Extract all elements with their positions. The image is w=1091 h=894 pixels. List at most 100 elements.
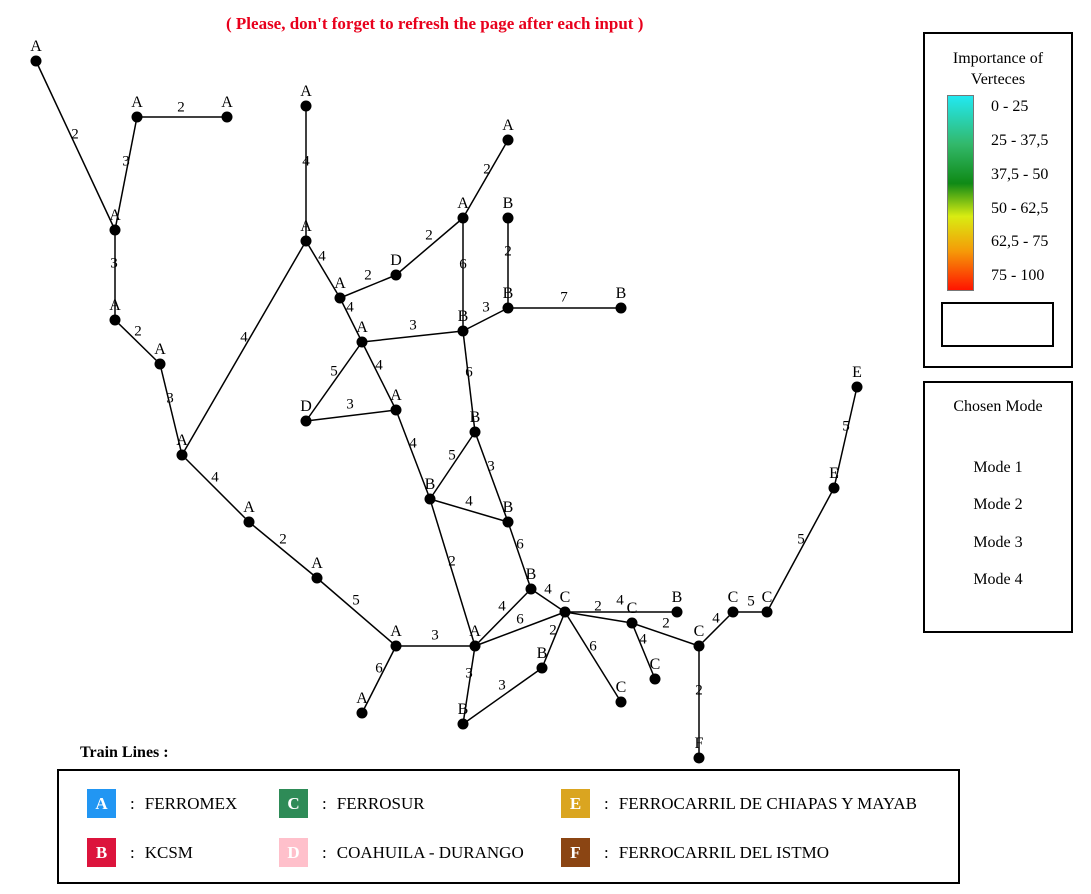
mode-title: Chosen Mode [953,398,1043,415]
edge-n38-n39 [698,611,734,647]
vertex-n14[interactable] [469,640,481,652]
vertex-n40[interactable] [761,606,773,618]
vertex-label: A [469,623,481,640]
vertex-n3[interactable] [221,111,233,123]
mode-1-option[interactable]: Mode 1 [973,459,1023,476]
edge-weight-label: 5 [448,447,456,463]
importance-title: Importance of Verteces [952,50,1044,88]
vertex-n36[interactable] [649,673,661,685]
vertex-n17[interactable] [457,212,469,224]
vertex-label: A [176,432,188,449]
vertex-n11[interactable] [311,572,323,584]
edge-weight-label: 3 [122,153,130,169]
vertex-n41[interactable] [851,381,863,393]
vertex-n12[interactable] [390,640,402,652]
vertex-label: C [728,589,739,606]
legend-name: FERROCARRIL DE CHIAPAS Y MAYAB [618,793,917,813]
vertex-label: A [457,195,469,212]
edge-weight-label: 3 [431,627,439,643]
edge-weight-label: 7 [560,289,568,305]
vertex-n21[interactable] [390,269,402,281]
edges-layer: 2233234442563422264353442376534264463322… [35,60,858,758]
vertex-n38[interactable] [693,640,705,652]
vertex-n28[interactable] [469,426,481,438]
train-lines-legend: A : FERROMEX B : KCSM C : FERROSUR D : C… [57,769,960,884]
vertex-n13[interactable] [356,707,368,719]
vertex-n30[interactable] [525,583,537,595]
vertex-n29[interactable] [502,516,514,528]
edge-n6-n7 [159,363,183,456]
vertex-n15[interactable] [334,292,346,304]
edge-weight-label: 2 [448,553,456,569]
vertex-n33[interactable] [457,718,469,730]
edge-weight-label: 2 [483,161,491,177]
vertex-n23[interactable] [502,212,514,224]
vertex-n37[interactable] [615,696,627,708]
legend-colon: : [322,793,327,813]
edge-n18-n24 [361,330,464,343]
edge-n12-n13 [361,645,397,714]
vertex-n7[interactable] [176,449,188,461]
legend-name: KCSM [144,842,193,862]
edge-weight-label: 2 [504,243,512,259]
vertex-n31[interactable] [536,662,548,674]
vertex-label: E [852,364,862,381]
vertex-n34[interactable] [559,606,571,618]
legend-colon: : [604,793,609,813]
vertex-n8[interactable] [300,100,312,112]
edge-weight-label: 6 [516,536,524,552]
vertex-n10[interactable] [243,516,255,528]
vertex-label: C [650,656,661,673]
edge-weight-label: 4 [211,469,219,485]
edge-n7-n10 [181,454,250,523]
vertex-label: A [311,555,323,572]
legend-colon: : [604,842,609,862]
importance-range-3: 37,5 - 50 [991,166,1049,183]
vertex-label: A [154,341,166,358]
edge-n28-n27 [429,431,476,500]
edge-n18-n22 [305,341,363,422]
vertex-n42[interactable] [828,482,840,494]
vertex-n35[interactable] [626,617,638,629]
edge-weight-label: 2 [364,267,372,283]
vertex-n25[interactable] [502,302,514,314]
edge-n21-n17 [395,217,464,276]
mode-4-option[interactable]: Mode 4 [973,571,1023,588]
vertex-n16[interactable] [502,134,514,146]
edge-n22-n19 [305,409,397,422]
vertex-n5[interactable] [109,314,121,326]
vertex-n24[interactable] [457,325,469,337]
edge-weight-label: 6 [516,611,524,627]
vertex-n43[interactable] [693,752,705,764]
edge-n14-n33 [462,645,476,725]
vertex-n18[interactable] [356,336,368,348]
vertex-n27[interactable] [424,493,436,505]
vertex-n9[interactable] [300,235,312,247]
vertex-label: C [627,600,638,617]
vertex-n19[interactable] [390,404,402,416]
vertex-label: A [356,319,368,336]
vertex-label: A [390,387,402,404]
vertex-n39[interactable] [727,606,739,618]
vertex-n22[interactable] [300,415,312,427]
importance-gradient [947,95,974,291]
edge-weight-label: 4 [712,610,720,626]
legend-name: FERROMEX [144,793,238,813]
vertex-n4[interactable] [109,224,121,236]
edge-weight-label: 4 [639,631,647,647]
line-d-badge: D [279,838,308,867]
mode-3-option[interactable]: Mode 3 [973,534,1023,551]
vertex-n32[interactable] [671,606,683,618]
vertex-n2[interactable] [131,111,143,123]
vertex-n26[interactable] [615,302,627,314]
vertex-n1[interactable] [30,55,42,67]
vertex-n6[interactable] [154,358,166,370]
vertex-label: B [503,285,514,302]
edge-n42-n41 [833,386,858,489]
vertex-label: B [616,285,627,302]
mode-2-option[interactable]: Mode 2 [973,496,1023,513]
selected-vertex-box[interactable] [941,302,1054,347]
edge-n34-n37 [564,611,622,703]
vertex-label: B [470,409,481,426]
edge-n2-n4 [114,116,138,231]
